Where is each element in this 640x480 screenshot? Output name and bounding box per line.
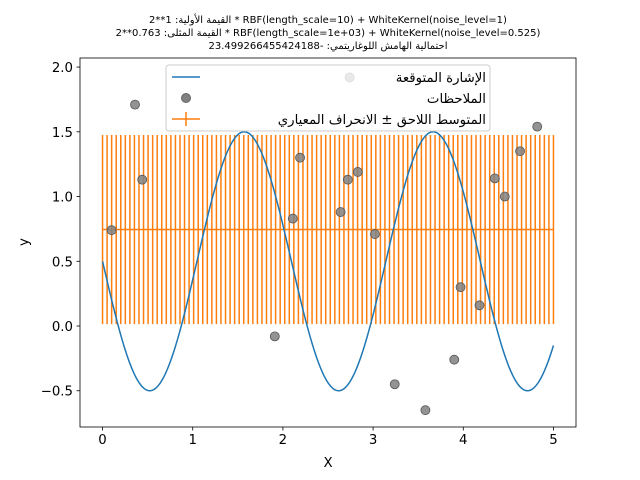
observation-point-13 bbox=[449, 354, 460, 365]
x-tick-label-1: 1 bbox=[188, 433, 196, 448]
x-axis-label: X bbox=[323, 456, 332, 471]
observation-point-10 bbox=[369, 229, 380, 239]
legend-errorbar-swatch bbox=[172, 112, 200, 126]
y-tick-label-4: 1.5 bbox=[52, 126, 73, 141]
observation-point-14 bbox=[455, 282, 466, 293]
axes: 0 1 2 3 4 5 −0.5 0.0 0.5 1.0 1.5 2.0 bbox=[41, 57, 577, 448]
legend-label-signal: الإشارة المتوقعة bbox=[396, 71, 486, 86]
observation-point-0 bbox=[106, 225, 117, 236]
posterior-errorbars bbox=[101, 135, 555, 325]
observation-point-1 bbox=[130, 99, 140, 110]
y-tick-label-1: 0.0 bbox=[52, 320, 73, 335]
axes-frame bbox=[79, 57, 577, 428]
observation-point-9 bbox=[352, 167, 363, 177]
title-line-1: القيمة الأولية: 1**2 * RBF(length_scale=… bbox=[149, 13, 507, 26]
legend-label-observations: الملاحظات bbox=[427, 92, 486, 107]
plot-area bbox=[101, 72, 555, 416]
chart-title: القيمة الأولية: 1**2 * RBF(length_scale=… bbox=[116, 13, 541, 52]
y-tick-label-2: 0.5 bbox=[52, 255, 73, 270]
observation-point-16 bbox=[489, 173, 500, 184]
x-tick-label-3: 3 bbox=[369, 433, 377, 448]
observation-point-17 bbox=[499, 191, 510, 202]
observation-point-2 bbox=[137, 174, 148, 185]
y-tick-label-3: 1.0 bbox=[52, 191, 73, 206]
legend-label-posterior: المتوسط اللاحق ± الانحراف المعياري bbox=[278, 113, 486, 128]
x-tick-label-0: 0 bbox=[98, 433, 106, 448]
legend-frame bbox=[165, 64, 491, 132]
observation-point-4 bbox=[287, 213, 298, 224]
observation-point-15 bbox=[474, 300, 485, 311]
observation-point-7 bbox=[342, 174, 353, 185]
x-tick-label-2: 2 bbox=[279, 433, 287, 448]
y-tick-label-5: 2.0 bbox=[52, 61, 73, 76]
x-tick-label-5: 5 bbox=[549, 433, 557, 448]
observation-points bbox=[106, 72, 543, 416]
observation-point-18 bbox=[515, 146, 525, 157]
legend: الإشارة المتوقعة الملاحظات المتوسط اللاح… bbox=[165, 64, 491, 132]
observation-point-5 bbox=[295, 152, 305, 163]
observation-point-3 bbox=[269, 331, 280, 342]
observation-point-12 bbox=[420, 405, 431, 416]
signal-line bbox=[101, 131, 555, 392]
title-line-2: القيمة المثلى: 0.763**2 * RBF(length_sca… bbox=[116, 28, 541, 39]
y-axis-label: y bbox=[17, 238, 32, 246]
observation-point-19 bbox=[532, 121, 543, 132]
title-line-3: احتمالية الهامش اللوغاريتمي: -23.4992664… bbox=[209, 41, 448, 52]
legend-scatter-swatch bbox=[181, 93, 191, 103]
y-tick-label-0: −0.5 bbox=[41, 385, 73, 400]
observation-point-11 bbox=[389, 379, 400, 390]
observation-point-6 bbox=[335, 207, 346, 217]
x-tick-label-4: 4 bbox=[459, 433, 467, 448]
